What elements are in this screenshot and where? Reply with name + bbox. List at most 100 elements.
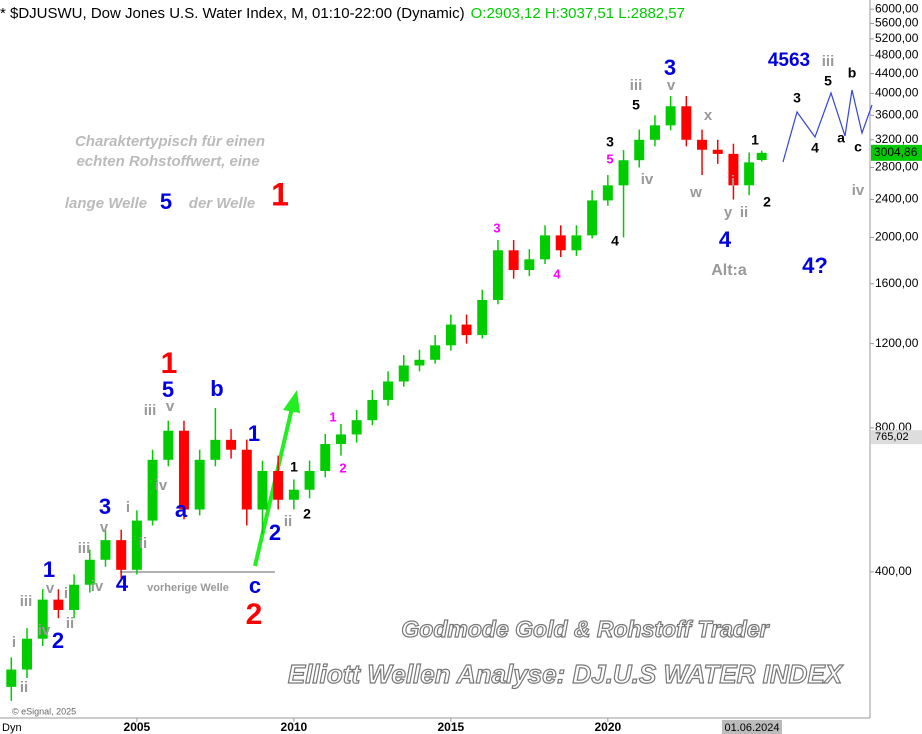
wave-label: iii bbox=[630, 77, 643, 94]
wave-label: 1 bbox=[329, 409, 336, 424]
title-text: * $DJUSWU, Dow Jones U.S. Water Index, M… bbox=[0, 5, 465, 22]
candle-body bbox=[602, 185, 613, 201]
y-tick-label: 2800,00 bbox=[875, 160, 919, 174]
wave-label: v bbox=[166, 398, 175, 415]
watermark: Elliott Wellen Analyse: DJ.U.S WATER IND… bbox=[288, 659, 844, 689]
wave-label: 4 bbox=[811, 140, 819, 156]
wave-label: x bbox=[704, 107, 713, 124]
candle-body bbox=[288, 489, 299, 500]
candle-body bbox=[37, 599, 48, 639]
candle-body bbox=[84, 559, 95, 585]
wave-label: i bbox=[126, 499, 130, 516]
y-tick-label: 1200,00 bbox=[875, 336, 919, 350]
wave-label: i bbox=[12, 634, 16, 651]
y-tick-label: 2000,00 bbox=[875, 230, 919, 244]
candle-body bbox=[163, 430, 174, 460]
wave-label: 4? bbox=[802, 253, 828, 278]
candle-body bbox=[555, 235, 566, 251]
wave-label: Alt:a bbox=[711, 262, 747, 279]
candle-body bbox=[320, 444, 331, 471]
wave-label: 1 bbox=[290, 459, 298, 475]
candle-body bbox=[430, 345, 441, 360]
candle-body bbox=[304, 470, 315, 490]
candle-body bbox=[383, 381, 394, 400]
y-tick-label: 1600,00 bbox=[875, 276, 919, 290]
wave-label: 1 bbox=[751, 132, 759, 148]
candle-body bbox=[367, 399, 378, 421]
wave-label: 1 bbox=[248, 421, 260, 446]
ohlc-readout: O:2903,12 H:3037,51 L:2882,57 bbox=[471, 5, 685, 22]
wave-label: iii bbox=[144, 402, 157, 419]
wave-label: 2 bbox=[763, 194, 771, 210]
wave-label: ii bbox=[139, 535, 147, 552]
wave-label: iv bbox=[91, 578, 104, 595]
candle-body bbox=[273, 470, 284, 500]
wave-label: 1 bbox=[43, 557, 55, 582]
candle-body bbox=[697, 139, 708, 150]
candle-body bbox=[131, 520, 142, 570]
y-tick-label: 4400,00 bbox=[875, 66, 919, 80]
wave-label: iii bbox=[20, 593, 33, 610]
candle-body bbox=[178, 430, 189, 510]
y-tick-label: 5200,00 bbox=[875, 31, 919, 45]
watermark: Godmode Gold & Rohstoff Trader bbox=[401, 616, 769, 642]
cursor-date-box bbox=[722, 720, 782, 734]
wave-label: vorherige Welle bbox=[147, 582, 229, 594]
x-tick-label: 2020 bbox=[594, 720, 621, 734]
wave-label: 2 bbox=[52, 628, 64, 653]
wave-label: 5 bbox=[160, 189, 172, 214]
wave-label: ii bbox=[740, 204, 748, 221]
wave-label: i bbox=[64, 585, 68, 602]
candle-body bbox=[226, 439, 237, 450]
wave-label: v bbox=[46, 580, 55, 597]
cursor-date: 01.06.2024 bbox=[724, 722, 779, 734]
candle-body bbox=[6, 669, 17, 687]
wave-label: b bbox=[210, 376, 223, 401]
wave-label: iii bbox=[822, 53, 835, 70]
wave-label: iv bbox=[641, 171, 654, 188]
wave-label: 5 bbox=[632, 97, 640, 113]
last-price-tag bbox=[871, 144, 922, 161]
wave-label: 4563 bbox=[768, 50, 810, 71]
x-tick-label: 2010 bbox=[281, 720, 308, 734]
y-tick-label: 6000,00 bbox=[875, 1, 919, 15]
candle-body bbox=[540, 235, 551, 260]
candle-body bbox=[618, 160, 629, 186]
candle-body bbox=[712, 149, 723, 154]
wave-label: a bbox=[837, 130, 845, 146]
wave-label: 2 bbox=[246, 598, 263, 631]
wave-label: echten Rohstoffwert, eine bbox=[76, 153, 259, 170]
candle-body bbox=[571, 235, 582, 251]
candle-body bbox=[728, 153, 739, 186]
y-tick-label: 400,00 bbox=[875, 564, 912, 578]
copyright: © eSignal, 2025 bbox=[12, 706, 76, 716]
wave-label: iv bbox=[155, 477, 168, 494]
wave-label: i bbox=[731, 173, 735, 190]
candle-body bbox=[492, 250, 503, 301]
y-tick-label: 4000,00 bbox=[875, 86, 919, 100]
candle-body bbox=[524, 259, 535, 270]
wave-label: w bbox=[689, 184, 702, 201]
wave-label: 3 bbox=[99, 494, 111, 519]
candle-body bbox=[398, 365, 409, 382]
wave-label: y bbox=[724, 204, 733, 221]
wave-label: c bbox=[249, 573, 261, 598]
candle-body bbox=[744, 162, 755, 186]
last-price-label: 3004,86 bbox=[874, 145, 918, 159]
reference-tag bbox=[871, 430, 922, 445]
arrow-head bbox=[283, 390, 300, 413]
reference-label: 765,02 bbox=[875, 431, 909, 443]
wave-label: 2 bbox=[269, 520, 281, 545]
x-tick-label: 2015 bbox=[438, 720, 465, 734]
y-tick-label: 3200,00 bbox=[875, 132, 919, 146]
candle-body bbox=[335, 434, 346, 445]
wave-label: ii bbox=[284, 513, 292, 530]
wave-label: 2 bbox=[303, 506, 311, 522]
candle-body bbox=[681, 106, 692, 140]
candle-body bbox=[194, 459, 205, 510]
high-label: H:3037,51 bbox=[545, 5, 614, 22]
chart-title: * $DJUSWU, Dow Jones U.S. Water Index, M… bbox=[0, 5, 685, 22]
candle-body bbox=[461, 324, 472, 336]
